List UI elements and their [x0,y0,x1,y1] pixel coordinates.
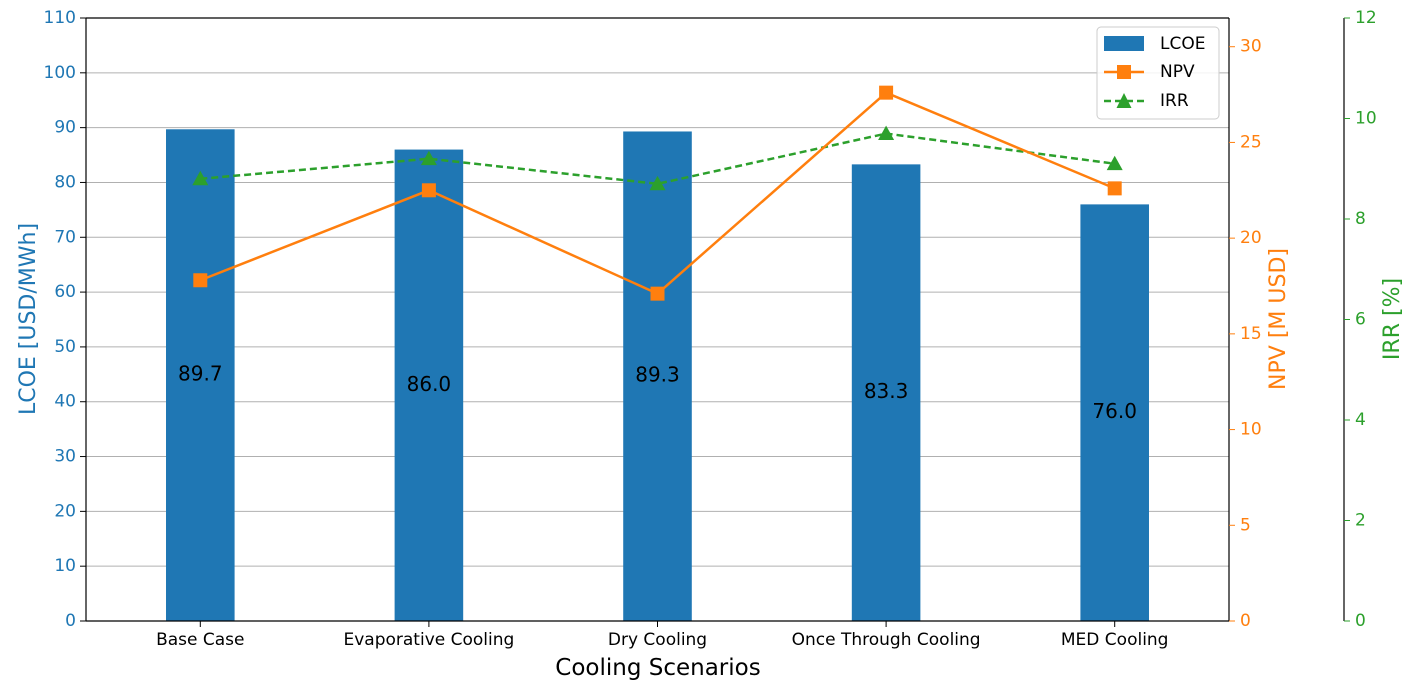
left-axis-tick-label: 60 [54,282,76,302]
left-axis-tick-label: 0 [65,611,76,631]
legend-irr-label: IRR [1160,91,1189,111]
right-axis-tick-label: 25 [1240,132,1262,152]
irr-series [192,125,1123,191]
lcoe-value-label: 76.0 [1092,399,1137,423]
lcoe-bar [623,131,692,621]
legend-lcoe-swatch [1104,36,1144,51]
lcoe-bar [1080,204,1149,621]
lcoe-value-label: 89.3 [635,363,680,387]
left-axis-tick-label: 10 [54,556,76,576]
irr-marker [1106,155,1123,171]
right-axis-tick-label: 10 [1240,420,1262,440]
x-axis-title: Cooling Scenarios [555,655,760,681]
left-axis-tick-label: 100 [44,63,76,83]
x-axis-category-label: MED Cooling [1061,630,1169,650]
irr-line [200,132,1115,186]
left-axis-tick-label: 90 [54,118,76,138]
left-axis-tick-label: 40 [54,392,76,412]
far-right-axis-title: IRR [%] [1380,278,1405,360]
lcoe-bars [166,129,1149,621]
lcoe-bar [166,129,235,621]
x-axis-category-label: Base Case [156,630,244,650]
bar-value-labels: 89.7 86.0 89.3 83.3 76.0 [178,362,1137,424]
far-right-axis-tick-label: 8 [1355,209,1366,229]
lcoe-bar [394,149,464,621]
lcoe-value-label: 89.7 [178,362,223,386]
far-right-axis-tick-label: 4 [1355,410,1366,430]
npv-marker [650,286,665,301]
x-axis-category-label: Dry Cooling [608,630,707,650]
axes: 0 10 20 30 40 50 60 70 80 90 100 110 0 5 10 15 20 25 30 0 2 4… [44,8,1377,650]
left-axis-tick-label: 30 [54,447,76,467]
npv-marker [193,273,208,288]
right-axis-tick-label: 20 [1240,228,1262,248]
irr-marker [649,175,666,191]
far-right-axis-tick-label: 10 [1355,109,1377,129]
left-axis-title: LCOE [USD/MWh] [16,223,41,415]
irr-marker [878,125,895,140]
far-right-axis-tick-label: 2 [1355,511,1366,531]
npv-marker [879,85,894,100]
right-axis-tick-label: 5 [1240,515,1251,535]
legend-lcoe-label: LCOE [1160,34,1205,54]
irr-marker [192,170,209,186]
npv-marker [421,183,436,198]
npv-marker [1107,181,1122,196]
legend-npv-marker [1117,65,1131,79]
left-axis-tick-label: 50 [54,337,76,357]
left-axis-tick-label: 110 [44,8,76,28]
legend-npv-label: NPV [1160,62,1195,82]
lcoe-value-label: 83.3 [864,379,909,403]
lcoe-value-label: 86.0 [407,372,452,396]
npv-series [193,85,1122,301]
far-right-axis-tick-label: 6 [1355,310,1366,330]
left-axis-tick-label: 20 [54,501,76,521]
irr-marker [420,150,437,166]
far-right-axis-tick-label: 0 [1355,611,1366,631]
right-axis-tick-label: 0 [1240,611,1251,631]
far-right-axis-tick-label: 12 [1355,8,1377,28]
left-axis-tick-label: 70 [54,227,76,247]
right-axis-tick-label: 30 [1240,37,1262,57]
legend-irr-marker [1116,93,1132,108]
right-axis-title: NPV [M USD] [1266,248,1291,390]
legend: LCOE NPV IRR [1096,26,1220,120]
right-axis-tick-label: 15 [1240,324,1262,344]
x-axis-category-label: Evaporative Cooling [343,630,514,650]
x-axis-category-label: Once Through Cooling [792,630,981,650]
lcoe-bar [851,164,921,621]
left-axis-tick-label: 80 [54,172,76,192]
